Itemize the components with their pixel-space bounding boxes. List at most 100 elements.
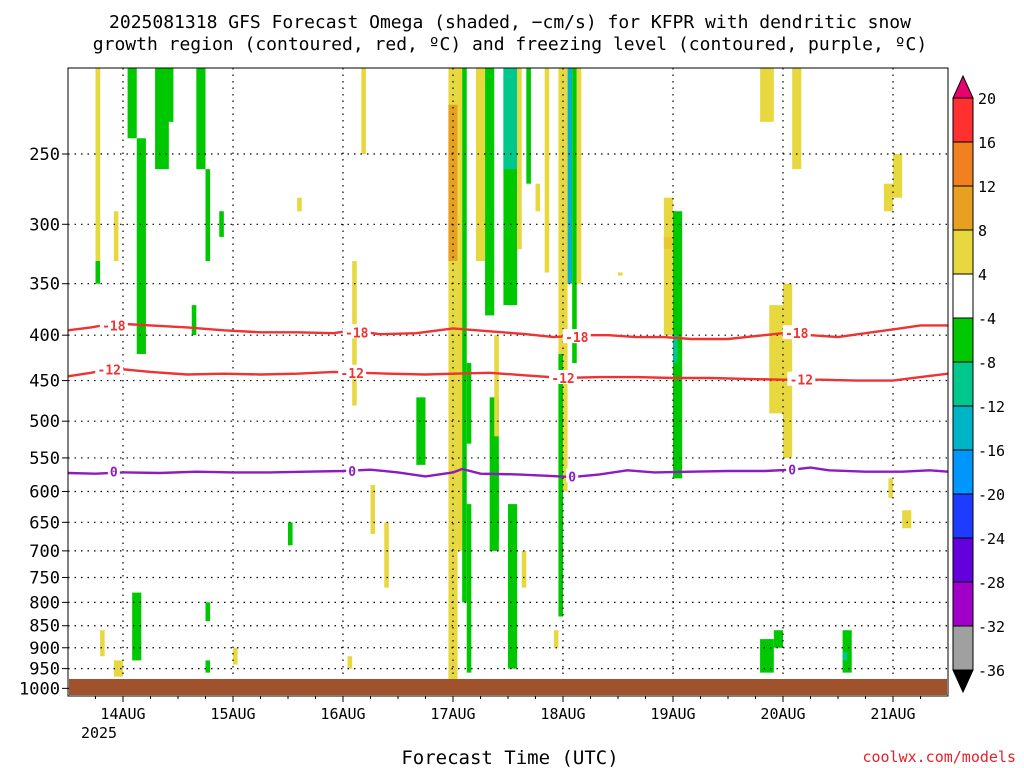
omega-cell	[792, 68, 802, 170]
year-label: 2025	[81, 724, 117, 742]
omega-cell	[517, 68, 522, 250]
omega-cell	[95, 68, 101, 262]
y-tick-label: 400	[29, 326, 60, 346]
colorbar-label: -32	[978, 618, 1005, 636]
omega-cell	[526, 68, 531, 184]
omega-cell	[466, 504, 472, 673]
omega-cell	[466, 363, 472, 444]
x-tick-label: 16AUG	[320, 705, 365, 723]
omega-cell	[164, 68, 174, 122]
contour-label-bg	[566, 468, 579, 483]
x-axis: 14AUG 15AUG 16AUG 17AUG 18AUG 19AUG 20AUG 21AUG	[95, 696, 921, 723]
omega-cell	[219, 211, 224, 237]
omega-cell	[508, 504, 518, 669]
omega-cell	[205, 602, 211, 622]
omega-cell	[673, 335, 678, 364]
contour-label: 0	[110, 466, 118, 481]
y-tick-label: 850	[29, 617, 60, 637]
omega-cell	[558, 68, 568, 492]
omega-cell	[494, 335, 499, 437]
omega-cell	[783, 283, 793, 458]
omega-cell	[448, 104, 458, 262]
x-axis-title: Forecast Time (UTC)	[401, 747, 618, 768]
colorbar-label: -16	[978, 442, 1005, 460]
omega-cell	[888, 478, 893, 498]
omega-cell	[842, 630, 852, 673]
omega-cell	[494, 464, 499, 540]
omega-shading	[95, 68, 912, 689]
contour-label: -12	[340, 367, 363, 382]
omega-cell	[384, 522, 389, 588]
omega-cell	[673, 211, 683, 479]
ground-surface	[69, 679, 947, 695]
y-tick-label: 600	[29, 482, 60, 502]
y-tick-label: 350	[29, 275, 60, 295]
omega-cell	[196, 68, 206, 170]
omega-cell	[127, 68, 137, 139]
contour-line	[67, 322, 948, 341]
omega-cell	[769, 305, 783, 414]
contour-label-bg	[787, 371, 816, 386]
contour-label-bg	[342, 324, 371, 339]
contour-label: -12	[790, 374, 813, 389]
colorbar-label: -36	[978, 662, 1005, 680]
x-tick-label: 15AUG	[210, 705, 255, 723]
y-tick-label: 450	[29, 372, 60, 392]
contour-label: 0	[568, 470, 576, 485]
omega-cell	[485, 68, 495, 316]
omega-cell	[773, 630, 783, 648]
omega-cell	[553, 630, 559, 648]
omega-cell	[191, 305, 197, 336]
omega-cell	[521, 550, 527, 588]
omega-cell	[136, 138, 146, 354]
colorbar-bin	[952, 141, 974, 187]
x-tick-label: 19AUG	[650, 705, 695, 723]
colorbar-label: -4	[978, 310, 996, 328]
x-tick-label: 14AUG	[100, 705, 145, 723]
contour-label: 0	[788, 464, 796, 479]
grid-lines	[68, 68, 948, 696]
colorbar-bin	[952, 405, 974, 451]
colorbar-bin	[952, 361, 974, 407]
omega-cell	[457, 68, 463, 551]
omega-cell	[288, 522, 293, 546]
omega-cell	[558, 353, 563, 617]
contour-label: -18	[102, 319, 126, 334]
colorbar-bin	[952, 581, 974, 627]
colorbar: 20 16 12 8 4 -4 -8 -12 -16 -20 -24 -28 -32 -36	[952, 74, 1005, 694]
colorbar-label: -24	[978, 530, 1005, 548]
x-tick-label: 21AUG	[870, 705, 915, 723]
y-tick-label: 750	[29, 568, 60, 588]
omega-cell	[448, 68, 458, 689]
omega-cell	[347, 656, 353, 669]
omega-cell	[132, 592, 142, 661]
chart-title-line2: growth region (contoured, red, ºC) and f…	[93, 34, 927, 55]
contour-label-bg	[338, 364, 367, 379]
omega-cell	[760, 639, 774, 673]
colorbar-bin	[952, 625, 974, 671]
chart-title-line1: 2025081318 GFS Forecast Omega (shaded, −…	[109, 12, 911, 33]
omega-cell	[576, 68, 582, 284]
colorbar-label: 8	[978, 222, 987, 240]
contour-label-bg	[782, 325, 811, 340]
contour-label-bg	[346, 463, 359, 478]
omega-cell	[902, 510, 912, 529]
x-tick-label: 18AUG	[540, 705, 585, 723]
y-tick-label: 250	[29, 145, 60, 165]
colorbar-label: 12	[978, 178, 996, 196]
omega-cell	[760, 68, 774, 122]
contour-label: -18	[565, 331, 589, 346]
colorbar-top-arrow	[952, 74, 974, 99]
colorbar-label: -8	[978, 354, 996, 372]
colorbar-label: -28	[978, 574, 1005, 592]
omega-cell	[544, 68, 550, 273]
contour-label-bg	[562, 329, 591, 344]
y-tick-label: 500	[29, 412, 60, 432]
y-tick-label: 950	[29, 660, 60, 680]
contour-label-bg	[95, 361, 124, 376]
colorbar-label: 16	[978, 134, 996, 152]
contour-label: -12	[98, 363, 121, 378]
omega-cell	[618, 272, 623, 276]
colorbar-bin	[952, 493, 974, 539]
omega-cell	[663, 236, 673, 250]
